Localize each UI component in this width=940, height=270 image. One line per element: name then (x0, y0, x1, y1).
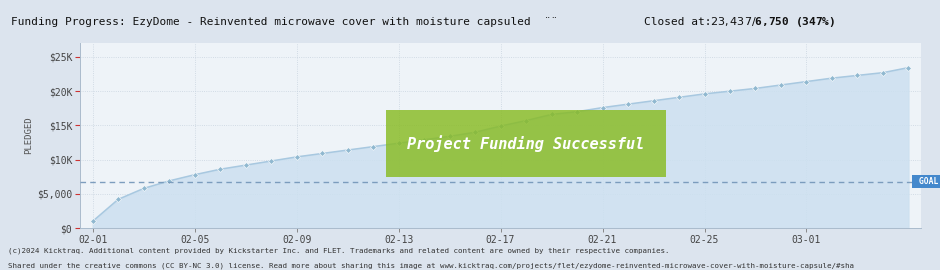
Text: Shared under the creative commons (CC BY-NC 3.0) license. Read more about sharin: Shared under the creative commons (CC BY… (8, 263, 854, 269)
Text: Closed at:: Closed at: (644, 16, 725, 26)
Text: $23,437 / $6,750 (347%): $23,437 / $6,750 (347%) (710, 14, 835, 29)
Text: Project Funding Successful: Project Funding Successful (407, 135, 645, 152)
Bar (385, 110, 666, 177)
Y-axis label: PLEDGED: PLEDGED (24, 117, 33, 154)
Text: Funding Progress: EzyDome - Reinvented microwave cover with moisture capsuled  ¨: Funding Progress: EzyDome - Reinvented m… (11, 16, 558, 26)
Text: (c)2024 Kicktraq. Additional content provided by Kickstarter Inc. and FLET. Trad: (c)2024 Kicktraq. Additional content pro… (8, 248, 669, 254)
Text: GOAL: GOAL (914, 177, 938, 186)
